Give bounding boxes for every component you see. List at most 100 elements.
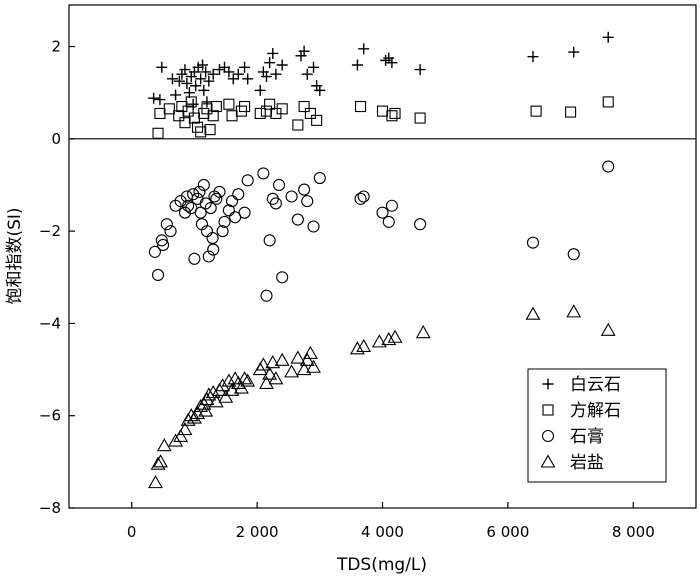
circle-point <box>155 234 168 247</box>
series-triangle <box>148 304 616 489</box>
plus-point <box>242 73 254 85</box>
circle-point <box>194 206 207 219</box>
square-point <box>304 107 316 119</box>
circle-point <box>602 160 615 173</box>
legend-label: 石膏 <box>570 426 604 447</box>
circle-point <box>213 185 226 198</box>
triangle-point <box>268 371 284 385</box>
triangle-point <box>415 325 431 339</box>
circle-point <box>164 225 177 238</box>
square-point <box>414 112 426 124</box>
plus-point <box>179 64 191 76</box>
triangle-point <box>306 359 321 373</box>
legend-box <box>527 368 667 483</box>
square-point <box>264 98 276 110</box>
x-tick-label: 4 000 <box>361 523 404 541</box>
circle-point <box>204 201 217 215</box>
circle-point <box>298 183 311 196</box>
square-point <box>239 100 251 113</box>
x-tick-label: 0 <box>127 523 137 541</box>
plus-point <box>203 75 215 87</box>
triangle-point <box>218 389 234 403</box>
triangle-point <box>183 408 199 422</box>
plus-point <box>414 64 426 76</box>
plus-point <box>568 46 580 58</box>
circle-point <box>182 199 195 212</box>
plus-point <box>602 31 614 43</box>
triangle-point <box>173 428 189 443</box>
plus-point <box>213 64 225 76</box>
plus-point <box>308 61 320 73</box>
y-axis-title: 饱和指数(SI) <box>5 207 25 304</box>
triangle-point <box>148 475 163 489</box>
square-point <box>173 110 185 122</box>
plus-point <box>192 61 204 73</box>
circle-point <box>241 174 254 187</box>
circle-point <box>313 172 326 185</box>
legend-label: 岩盐 <box>570 453 604 473</box>
plus-point <box>173 75 185 87</box>
square-point <box>201 103 213 115</box>
plus-point <box>267 47 279 59</box>
circle-point <box>206 231 219 245</box>
square-point <box>276 103 288 115</box>
circle-point <box>526 236 540 249</box>
triangle-point <box>205 385 221 399</box>
square-point <box>185 96 197 108</box>
plus-point <box>148 92 160 104</box>
plus-point <box>200 66 212 78</box>
circle-point <box>376 206 389 219</box>
square-point <box>565 106 577 118</box>
triangle-point <box>237 371 253 385</box>
legend-marker-square <box>542 404 554 416</box>
square-point <box>207 110 219 122</box>
plus-point <box>190 80 202 92</box>
triangle-point <box>168 433 184 447</box>
plus-point <box>166 73 178 85</box>
triangle-point <box>150 456 166 470</box>
triangle-point <box>224 382 240 396</box>
x-tick-label: 2 000 <box>236 523 279 541</box>
legend-label: 方解石 <box>570 401 621 421</box>
square-point <box>182 105 194 117</box>
plus-point <box>311 80 323 92</box>
plus-point <box>276 59 288 71</box>
square-point <box>188 112 200 124</box>
data-points <box>148 31 616 489</box>
square-point <box>386 110 398 122</box>
square-point <box>260 105 273 117</box>
triangle-point <box>349 341 365 355</box>
triangle-point <box>302 345 318 359</box>
plus-point <box>207 68 219 80</box>
triangle-point <box>201 387 217 401</box>
circle-point <box>207 243 220 256</box>
circle-point <box>257 167 270 180</box>
plus-point <box>264 57 276 69</box>
circle-point <box>272 178 286 192</box>
circle-point <box>263 234 276 247</box>
square-point <box>152 127 164 139</box>
square-point <box>204 124 216 136</box>
plus-point <box>223 66 235 78</box>
triangle-point <box>296 361 312 376</box>
square-point <box>210 100 222 113</box>
square-point <box>195 126 207 138</box>
series-square <box>152 96 614 139</box>
plus-point <box>314 84 326 96</box>
triangle-point <box>299 352 315 366</box>
square-point <box>355 100 367 113</box>
circle-point <box>222 204 235 217</box>
plus-point <box>239 61 251 73</box>
circle-point <box>276 271 289 284</box>
triangle-point <box>240 373 256 387</box>
square-point <box>602 96 614 108</box>
plus-point <box>386 57 398 69</box>
circle-point <box>291 213 304 226</box>
circle-point <box>238 206 251 219</box>
plus-point <box>527 51 539 63</box>
triangle-point <box>153 454 168 468</box>
circle-point <box>151 268 165 282</box>
plus-point <box>154 94 166 106</box>
